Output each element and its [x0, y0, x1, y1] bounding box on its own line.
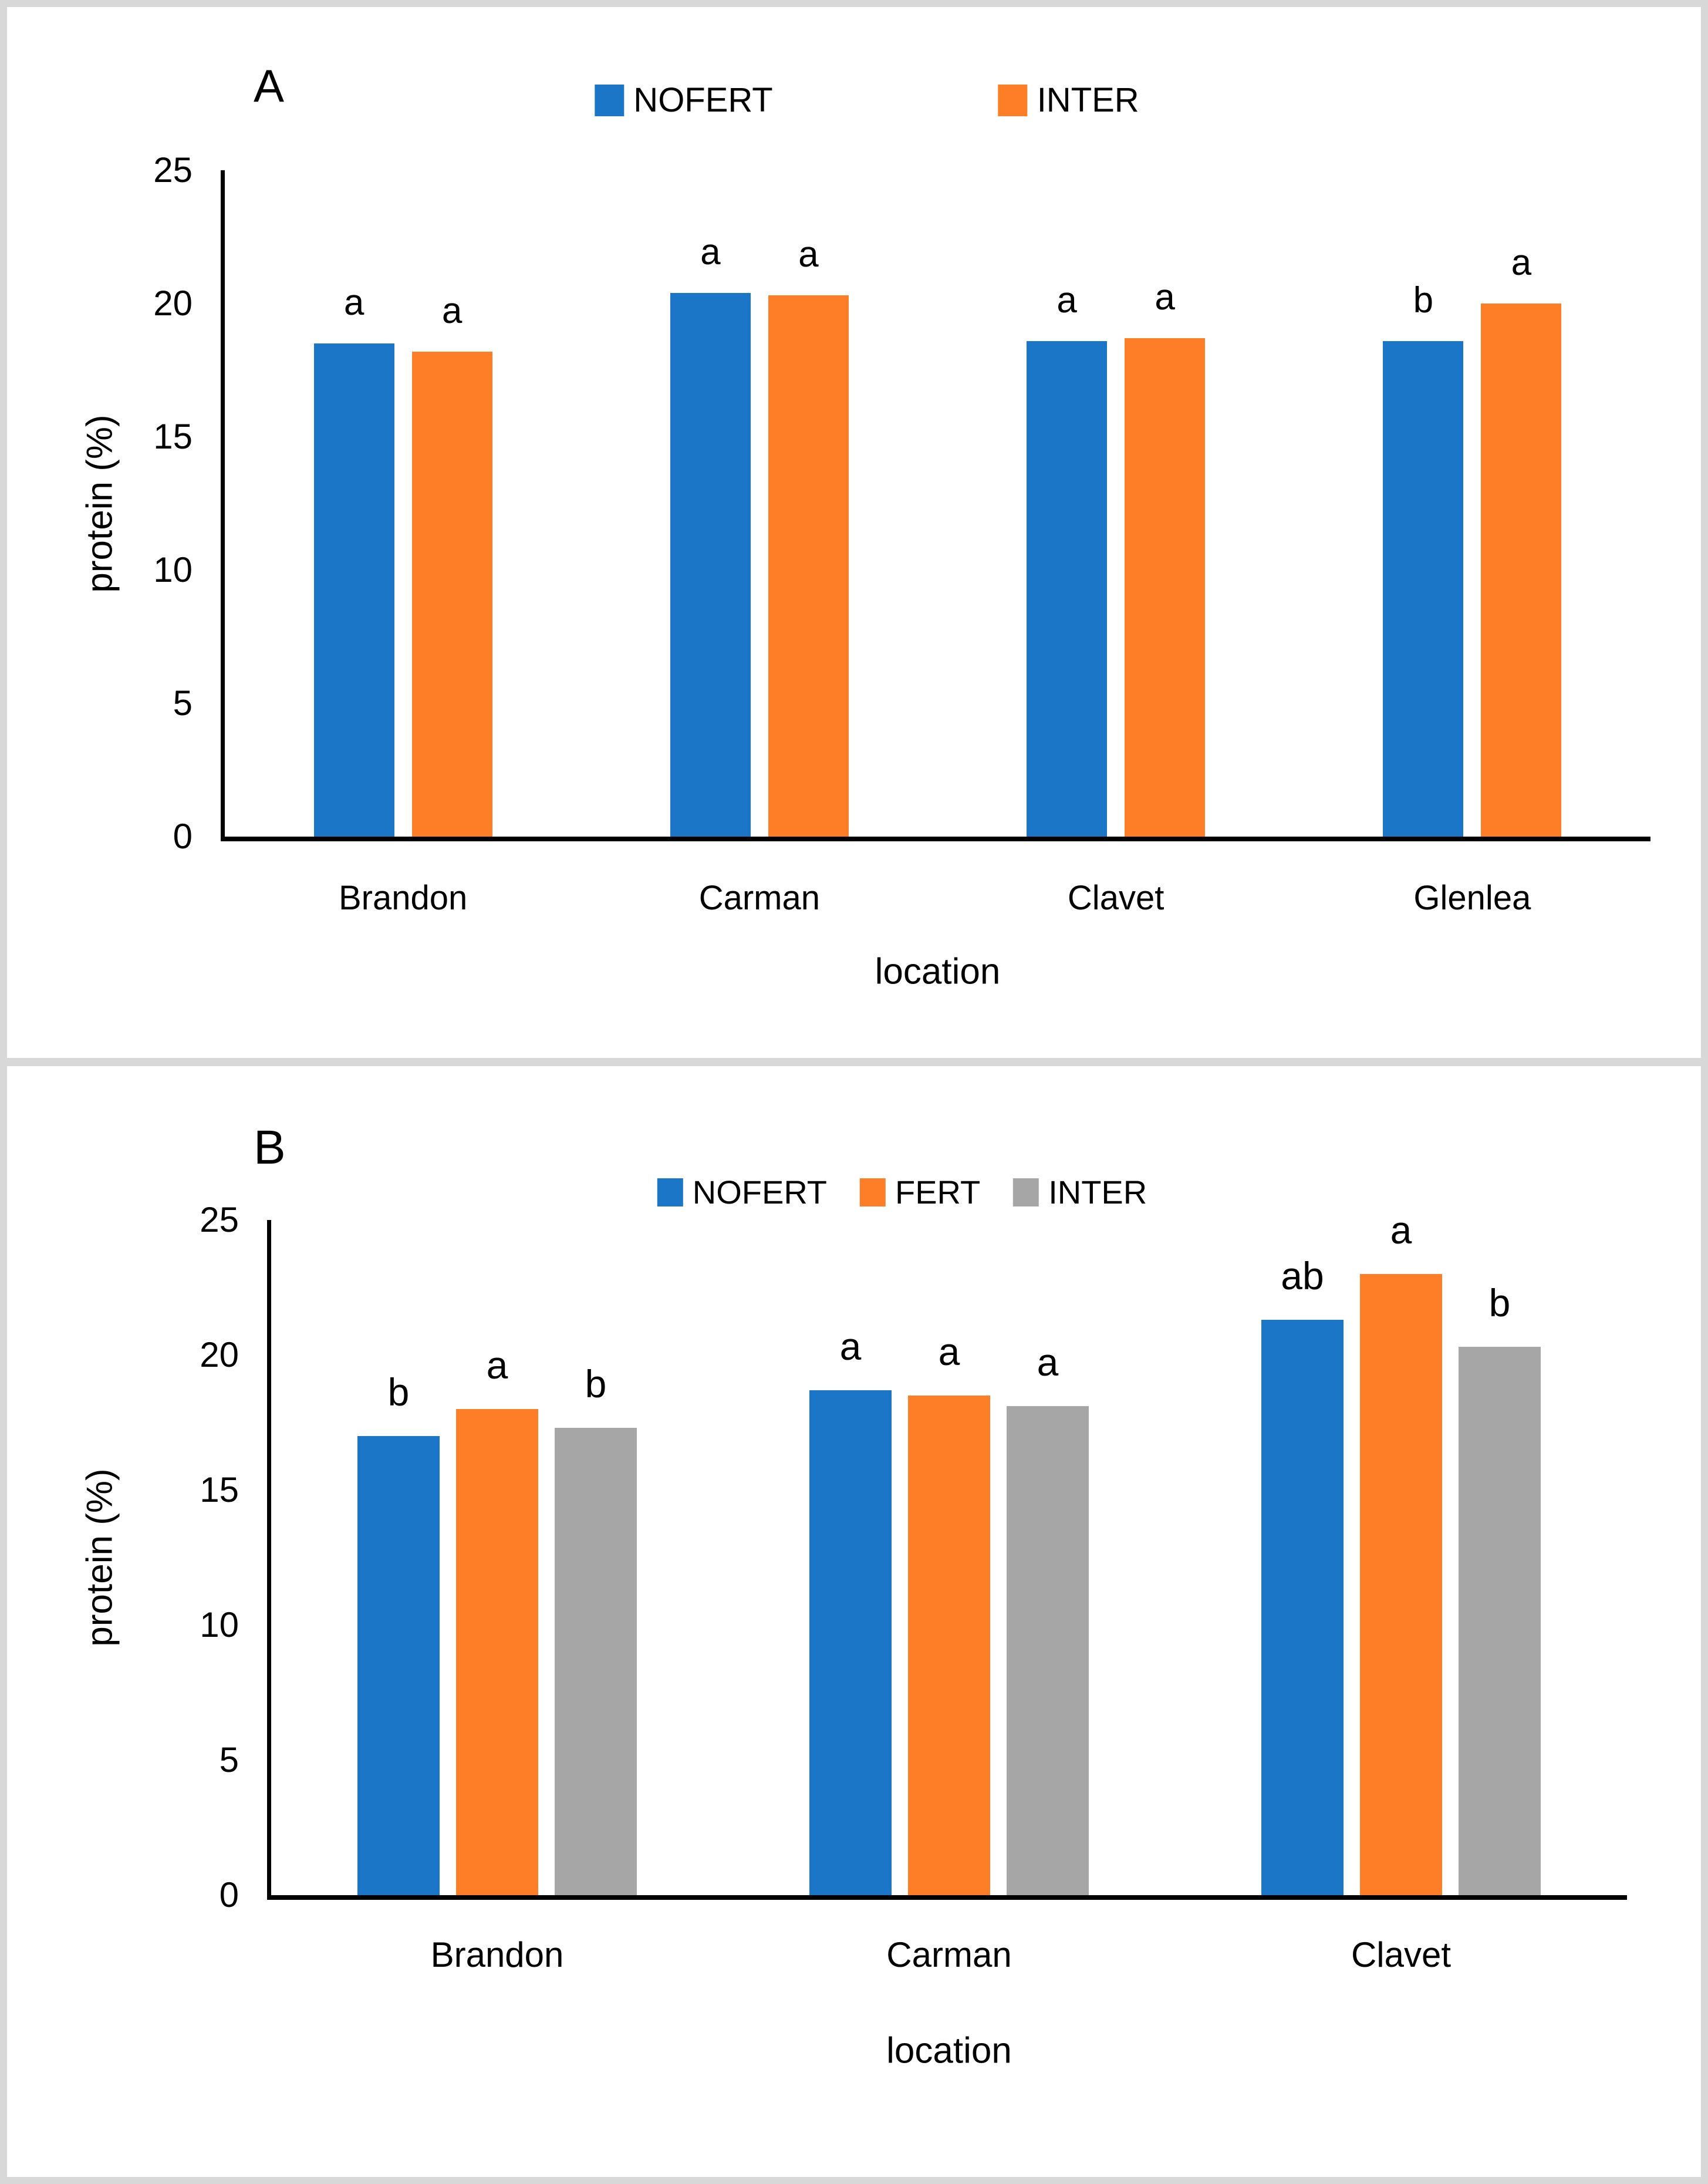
- y-tick-label: 25: [200, 1200, 239, 1239]
- panel-b-legend: NOFERT FERT INTER: [657, 1173, 1147, 1211]
- bar-carman-nofert: [670, 292, 751, 837]
- panel-b-x-axis-title: location: [886, 2030, 1012, 2071]
- bar-clavet-inter: [1459, 1347, 1541, 1895]
- legend-label: NOFERT: [633, 81, 773, 119]
- y-tick-label: 0: [173, 817, 193, 856]
- bar-brandon-fert: [456, 1409, 538, 1895]
- bar-clavet-fert: [1360, 1274, 1442, 1895]
- x-category-label: Clavet: [1351, 1935, 1452, 1974]
- significance-letter: b: [1488, 1281, 1511, 1325]
- significance-letter: a: [486, 1343, 508, 1387]
- x-category-label: Carman: [698, 879, 821, 917]
- x-axis-line: [267, 1895, 1627, 1900]
- significance-letter: b: [585, 1362, 607, 1406]
- significance-letter: b: [1413, 279, 1434, 321]
- y-tick-label: 15: [200, 1470, 239, 1509]
- panel-a-x-axis-title: location: [875, 951, 1001, 992]
- panel-a: A NOFERT INTER protein (%) location 0 5 10 1…: [7, 7, 1701, 1058]
- bar-carman-inter: [1007, 1406, 1089, 1895]
- legend-item-nofert: NOFERT: [595, 80, 773, 120]
- bar-clavet-inter: [1125, 338, 1206, 837]
- bar-carman-inter: [768, 295, 849, 837]
- y-tick-label: 5: [219, 1740, 239, 1779]
- y-axis-line: [221, 170, 225, 841]
- significance-letter: ab: [1281, 1254, 1324, 1298]
- significance-letter: a: [1037, 1340, 1059, 1384]
- bar-brandon-nofert: [313, 343, 394, 837]
- significance-letter: a: [839, 1324, 862, 1368]
- legend-swatch-blue-icon: [595, 84, 625, 116]
- panel-b: B NOFERT FERT INTER protein (%) location 0…: [7, 1066, 1701, 2177]
- significance-letter: a: [1155, 277, 1175, 318]
- x-category-label: Brandon: [338, 879, 468, 917]
- legend-label: INTER: [1037, 81, 1139, 119]
- panel-a-legend: NOFERT INTER: [595, 80, 1139, 120]
- bar-carman-nofert: [809, 1390, 892, 1895]
- y-tick-label: 10: [153, 550, 193, 589]
- significance-letter: a: [1511, 242, 1532, 283]
- legend-item-fert: FERT: [860, 1173, 980, 1211]
- bar-glenlea-inter: [1481, 304, 1562, 837]
- panel-b-label: B: [254, 1121, 286, 1174]
- x-category-label: Clavet: [1067, 879, 1164, 917]
- significance-letter: a: [343, 282, 364, 323]
- panel-a-label: A: [254, 60, 285, 112]
- legend-label: INTER: [1048, 1174, 1147, 1211]
- x-category-label: Carman: [886, 1935, 1012, 1974]
- bar-brandon-inter: [411, 351, 492, 837]
- y-tick-label: 20: [153, 284, 193, 323]
- significance-letter: a: [441, 290, 463, 331]
- x-axis-line: [221, 837, 1650, 841]
- legend-swatch-gray-icon: [1013, 1178, 1039, 1206]
- panel-divider: [7, 1058, 1701, 1066]
- legend-label: FERT: [895, 1174, 981, 1211]
- significance-letter: a: [1390, 1208, 1412, 1252]
- legend-label: NOFERT: [692, 1174, 827, 1211]
- y-axis-line: [267, 1220, 271, 1900]
- bar-clavet-nofert: [1027, 341, 1108, 837]
- significance-letter: a: [798, 234, 819, 275]
- significance-letter: a: [1056, 279, 1077, 321]
- legend-swatch-orange-icon: [860, 1178, 886, 1206]
- bar-brandon-nofert: [357, 1436, 440, 1895]
- y-tick-label: 10: [200, 1605, 239, 1644]
- bar-brandon-inter: [555, 1428, 637, 1895]
- y-tick-label: 5: [173, 683, 193, 723]
- legend-item-inter: INTER: [1013, 1173, 1147, 1211]
- y-tick-label: 0: [219, 1875, 239, 1915]
- y-tick-label: 15: [153, 417, 193, 456]
- legend-item-inter: INTER: [998, 80, 1139, 120]
- x-category-label: Glenlea: [1413, 879, 1531, 917]
- legend-item-nofert: NOFERT: [657, 1173, 827, 1211]
- significance-letter: a: [938, 1330, 960, 1373]
- significance-letter: b: [387, 1370, 410, 1414]
- legend-swatch-blue-icon: [657, 1178, 683, 1206]
- bar-glenlea-nofert: [1383, 341, 1464, 837]
- bar-carman-fert: [908, 1396, 990, 1895]
- legend-swatch-orange-icon: [998, 84, 1028, 116]
- y-tick-label: 20: [200, 1335, 239, 1374]
- bar-clavet-nofert: [1261, 1320, 1344, 1895]
- y-tick-label: 25: [153, 150, 193, 190]
- x-category-label: Brandon: [430, 1935, 564, 1974]
- significance-letter: a: [700, 231, 721, 272]
